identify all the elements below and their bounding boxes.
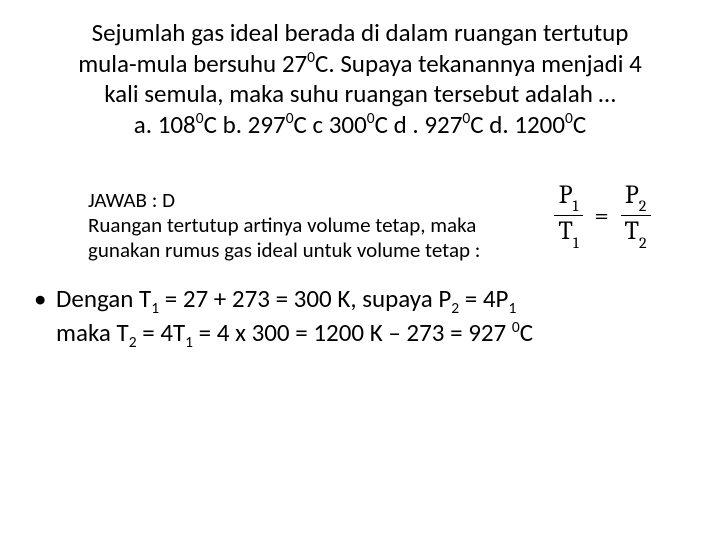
answer-row: JAWAB : D Ruangan tertutup artinya volum…	[88, 188, 670, 264]
sol-sub1c: 1	[185, 333, 193, 352]
degree-sup: 0	[565, 109, 573, 128]
question-line2b: C. Supaya tekanannya menjadi 4	[315, 48, 642, 79]
formula-sub1: 1	[573, 234, 579, 253]
answer-line3: gunakan rumus gas ideal untuk volume tet…	[88, 237, 480, 263]
sol-sub1: 1	[151, 299, 159, 318]
sol-l1b: = 27 + 273 = 300 K, supaya P	[159, 283, 451, 314]
opt-c: C c 300	[294, 109, 367, 140]
sol-l2c: = 4 x 300 = 1200 K – 273 = 927	[193, 317, 512, 348]
question-block: Sejumlah gas ideal berada di dalam ruang…	[30, 18, 690, 140]
formula-T: T	[558, 216, 572, 246]
sol-sub2b: 2	[129, 333, 137, 352]
degree-sup: 0	[462, 109, 470, 128]
opt-a: a. 108	[134, 109, 196, 140]
opt-end: C	[573, 109, 586, 140]
fraction-left: P1 T1	[554, 182, 582, 250]
answer-text: JAWAB : D Ruangan tertutup artinya volum…	[88, 188, 525, 264]
sol-l1c: = 4P	[459, 283, 508, 314]
sol-sub1b: 1	[508, 299, 516, 318]
fraction-right: P2 T2	[621, 182, 651, 250]
formula: P1 T1 = P2 T2	[535, 182, 670, 250]
formula-sub2: 2	[639, 197, 647, 216]
formula-P: P	[559, 180, 573, 210]
sol-deg: 0	[512, 318, 520, 337]
bullet-icon: •	[34, 284, 56, 315]
opt-e: C d. 1200	[470, 109, 565, 140]
question-line3: kali semula, maka suhu ruangan tersebut …	[104, 78, 616, 109]
formula-T: T	[625, 216, 639, 246]
answer-line1: JAWAB : D	[88, 187, 175, 213]
formula-P: P	[625, 180, 639, 210]
answer-line2: Ruangan tertutup artinya volume tetap, m…	[88, 212, 476, 238]
formula-sub1: 1	[573, 197, 579, 216]
sol-l2b: = 4T	[137, 317, 186, 348]
sol-l1a: Dengan T	[56, 283, 151, 314]
formula-eq: =	[588, 201, 614, 231]
sol-sub2: 2	[451, 299, 459, 318]
sol-l2a: maka T	[56, 317, 129, 348]
degree-sup: 0	[286, 109, 294, 128]
degree-sup: 0	[196, 109, 204, 128]
opt-b: C b. 297	[204, 109, 286, 140]
question-line1: Sejumlah gas ideal berada di dalam ruang…	[92, 17, 629, 48]
sol-l2d: C	[520, 317, 533, 348]
degree-sup: 0	[367, 109, 375, 128]
degree-sup: 0	[307, 48, 315, 67]
solution-block: •Dengan T1 = 27 + 273 = 300 K, supaya P2…	[34, 284, 680, 354]
formula-sub2: 2	[639, 234, 647, 253]
question-line2a: mula-mula bersuhu 27	[78, 48, 307, 79]
bullet-spacer	[34, 318, 56, 349]
opt-d: C d . 927	[375, 109, 463, 140]
